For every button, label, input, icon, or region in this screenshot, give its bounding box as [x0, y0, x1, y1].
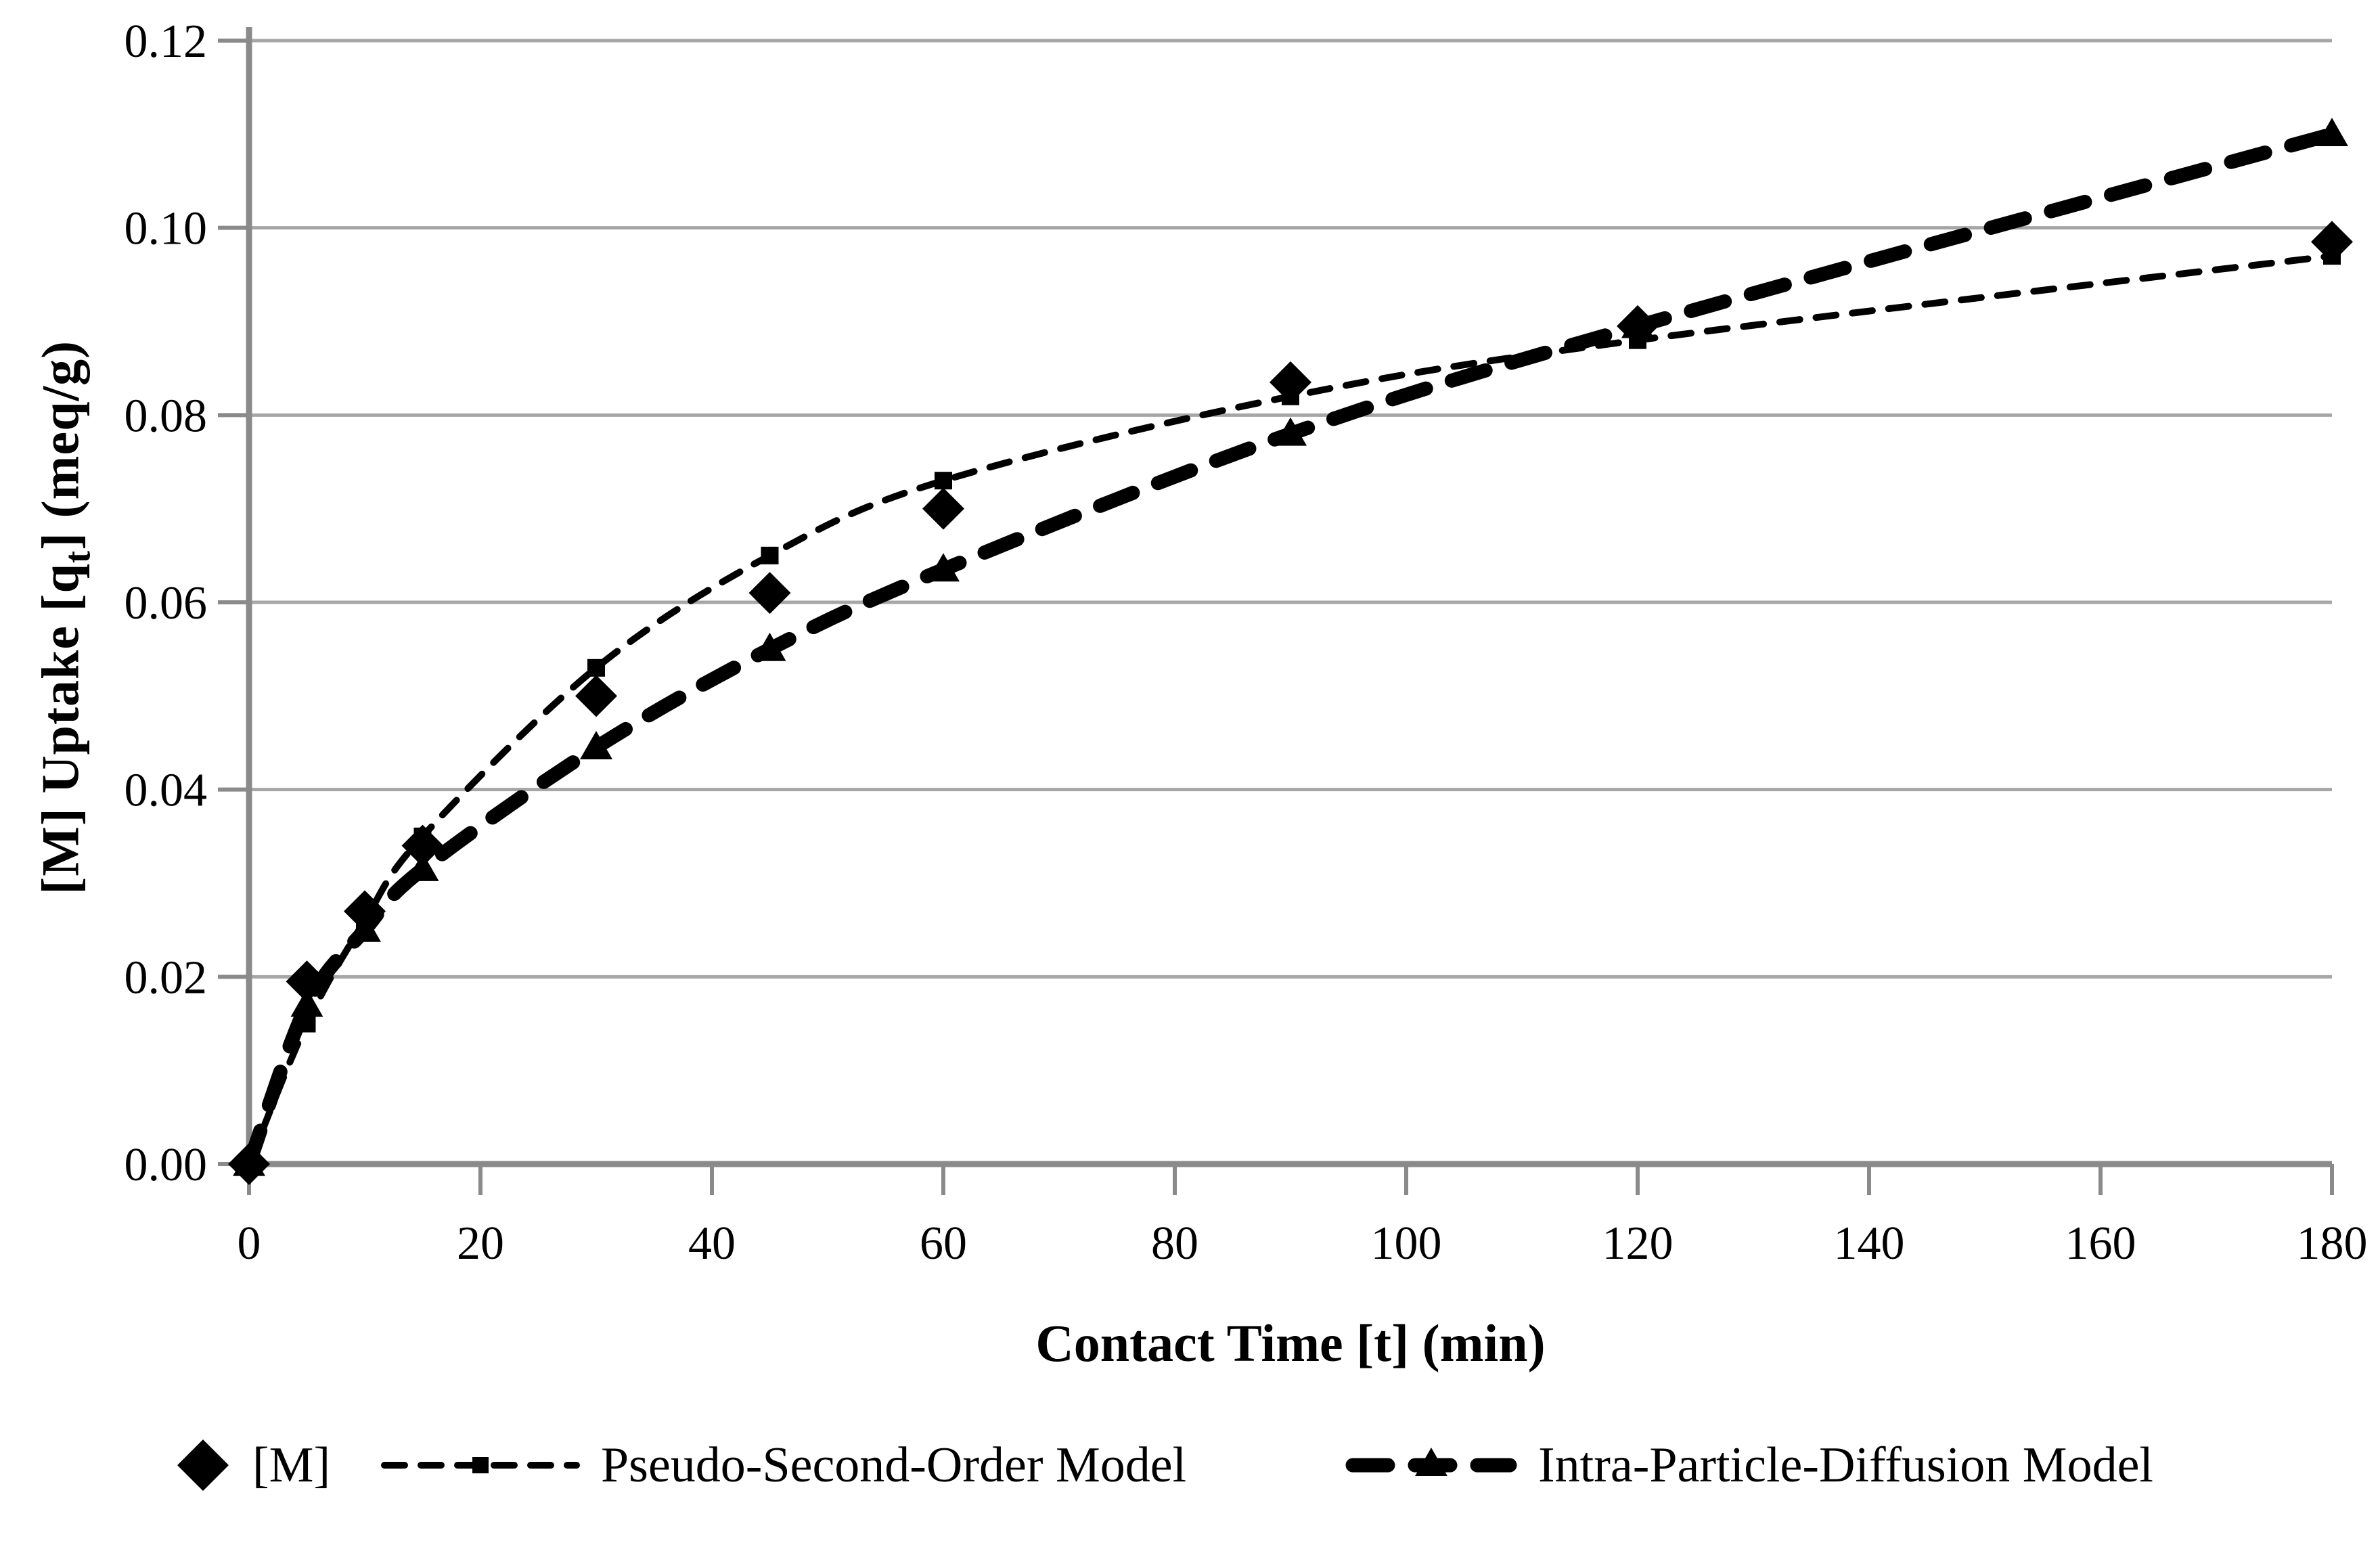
pso-square-marker — [935, 472, 952, 490]
legend-label-m: [M] — [252, 1437, 331, 1493]
ipd-triangle-marker — [406, 852, 439, 881]
y-tick-label: 0.08 — [125, 390, 208, 442]
y-tick-label: 0.10 — [125, 203, 208, 255]
x-tick-label: 100 — [1371, 1218, 1442, 1270]
dashed-thin-square-marker-icon — [381, 1457, 580, 1473]
ipd-triangle-marker — [580, 731, 612, 760]
legend-label-pseudo-second-order: Pseudo-Second-Order Model — [601, 1437, 1187, 1493]
x-tick-label: 0 — [238, 1218, 261, 1270]
legend-item-intra-particle-diffusion: Intra-Particle-Diffusion Model — [1343, 1411, 2153, 1519]
m-diamond-marker — [286, 960, 328, 1003]
y-axis-title-prefix: [M] Uptake [q — [30, 563, 90, 895]
pso-square-marker — [298, 1014, 316, 1033]
x-tick-label: 120 — [1602, 1218, 1674, 1270]
chart-legend: [M] Pseudo-Second-Order Model Intra-Part… — [0, 1411, 2380, 1519]
x-tick-label: 180 — [2297, 1218, 2368, 1270]
x-tick-label: 20 — [457, 1218, 504, 1270]
diamond-marker-icon — [177, 1439, 229, 1491]
legend-label-intra-particle-diffusion: Intra-Particle-Diffusion Model — [1538, 1437, 2153, 1493]
m-diamond-marker — [344, 890, 386, 933]
m-diamond-marker — [228, 1143, 270, 1185]
legend-item-pseudo-second-order: Pseudo-Second-Order Model — [379, 1411, 1186, 1519]
ipd-triangle-marker — [290, 988, 323, 1017]
ipd-triangle-marker — [753, 632, 786, 661]
x-tick-label: 60 — [920, 1218, 967, 1270]
m-diamond-marker — [575, 675, 617, 717]
y-tick-label: 0.06 — [125, 577, 208, 629]
x-tick-label: 80 — [1151, 1218, 1198, 1270]
x-tick-label: 40 — [688, 1218, 736, 1270]
m-diamond-marker — [1270, 361, 1311, 403]
m-diamond-marker — [748, 572, 791, 615]
pso-square-marker — [587, 658, 605, 677]
intra-particle-diffusion-line — [242, 127, 2339, 1171]
y-axis-title: [M] Uptake [qt] (meq/g) — [30, 245, 99, 989]
y-axis-title-suffix: ] (meq/g) — [30, 340, 90, 550]
m-diamond-marker — [401, 824, 444, 867]
x-axis-title: Contact Time [t] (min) — [1035, 1314, 1546, 1372]
legend-item-m: [M] — [173, 1411, 330, 1519]
y-tick-label: 0.12 — [125, 16, 208, 68]
pso-square-marker — [761, 546, 779, 564]
x-tick-label: 140 — [1834, 1218, 1905, 1270]
y-tick-label: 0.04 — [125, 765, 208, 817]
y-tick-label: 0.00 — [125, 1139, 208, 1191]
m-diamond-marker — [2311, 221, 2353, 263]
ipd-triangle-marker — [2316, 117, 2348, 146]
y-tick-label: 0.02 — [125, 952, 208, 1004]
x-tick-label: 160 — [2065, 1218, 2136, 1270]
dashed-thick-triangle-marker-icon — [1345, 1448, 1517, 1476]
ipd-triangle-marker — [927, 553, 960, 582]
m-diamond-marker — [922, 487, 964, 530]
m-diamond-marker — [1617, 305, 1659, 347]
ipd-triangle-marker — [1274, 417, 1307, 446]
y-axis-title-subscript: t — [56, 550, 98, 564]
